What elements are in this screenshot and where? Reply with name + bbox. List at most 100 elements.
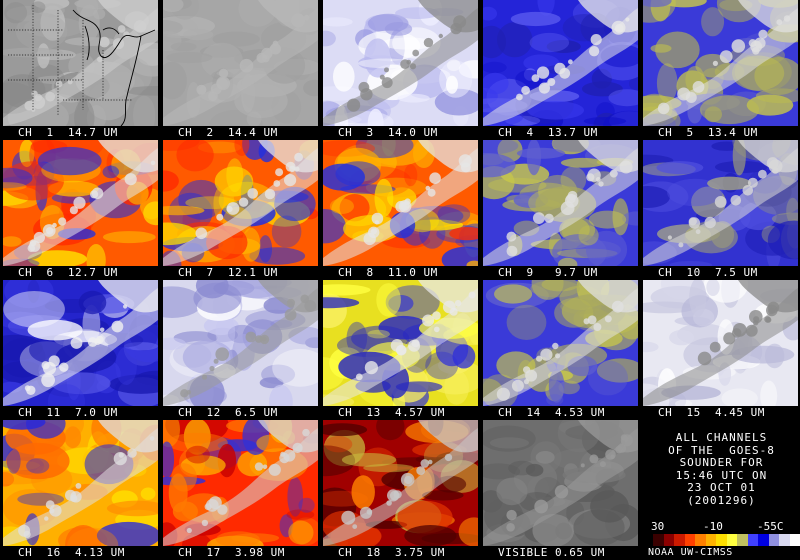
channel-image-svg [163, 0, 318, 126]
channel-caption: CH 7 12.1 UM [178, 266, 278, 279]
channel-caption: CH 5 13.4 UM [658, 126, 758, 139]
channel-image [163, 0, 318, 126]
channel-image-svg [323, 0, 478, 126]
channel-panel: CH 15 4.45 UM [640, 280, 800, 420]
channel-image-svg [163, 420, 318, 546]
info-line: 15:46 UTC ON [675, 468, 768, 482]
color-scale-swatch [695, 534, 706, 546]
color-scale-swatch [643, 534, 654, 546]
channel-panel: CH 6 12.7 UM [0, 140, 160, 280]
channel-panel: CH 5 13.4 UM [640, 0, 800, 140]
channel-image-svg [483, 280, 638, 406]
scale-label-cold: -55C [757, 520, 784, 533]
channel-caption: CH 17 3.98 UM [178, 546, 285, 559]
channel-caption: CH 14 4.53 UM [498, 406, 605, 419]
channel-panel: CH 12 6.5 UM [160, 280, 320, 420]
channel-caption: CH 1 14.7 UM [18, 126, 118, 139]
channel-image [483, 0, 638, 126]
info-line: OF THE GOES-8 [668, 443, 775, 457]
channel-panel: CH 9 9.7 UM [480, 140, 640, 280]
channel-caption: CH 10 7.5 UM [658, 266, 758, 279]
channel-caption: CH 15 4.45 UM [658, 406, 765, 419]
channel-image [3, 0, 158, 126]
channel-image [483, 420, 638, 546]
channel-panel: CH 8 11.0 UM [320, 140, 480, 280]
color-scale-swatch [768, 534, 780, 546]
channel-image-svg [323, 420, 478, 546]
channel-image [323, 0, 478, 126]
info-text: ALL CHANNELS OF THE GOES-8 SOUNDER FOR 1… [643, 431, 800, 508]
channel-caption: CH 12 6.5 UM [178, 406, 278, 419]
color-scale-swatch [684, 534, 696, 546]
color-scale-swatch [737, 534, 748, 546]
channel-panel: CH 4 13.7 UM [480, 0, 640, 140]
color-scale-swatch [716, 534, 727, 546]
channel-image [643, 0, 798, 126]
channel-image-svg [643, 140, 798, 266]
channel-panel: CH 17 3.98 UM [160, 420, 320, 560]
credit-text: NOAA UW-CIMSS [648, 547, 733, 558]
channel-image [3, 280, 158, 406]
channel-panel: CH 13 4.57 UM [320, 280, 480, 420]
coastline-outline [72, 9, 156, 126]
channel-panel: CH 18 3.75 UM [320, 420, 480, 560]
channel-panel: CH 1 14.7 UM [0, 0, 160, 140]
channel-caption: CH 9 9.7 UM [498, 266, 598, 279]
color-scale-swatch [705, 534, 717, 546]
info-line: SOUNDER FOR [679, 456, 764, 470]
channel-caption: CH 8 11.0 UM [338, 266, 438, 279]
channel-caption: CH 13 4.57 UM [338, 406, 445, 419]
channel-image-svg [163, 280, 318, 406]
channel-image [323, 140, 478, 266]
channel-image [3, 420, 158, 546]
channel-panel: CH 7 12.1 UM [160, 140, 320, 280]
channel-panel: CH 16 4.13 UM [0, 420, 160, 560]
channel-caption: CH 4 13.7 UM [498, 126, 598, 139]
channel-image [483, 140, 638, 266]
channel-panel: CH 10 7.5 UM [640, 140, 800, 280]
channel-image-svg [323, 280, 478, 406]
channel-image [163, 420, 318, 546]
info-line: 23 OCT 01 [687, 481, 756, 495]
channel-image [163, 280, 318, 406]
channel-image [483, 280, 638, 406]
channel-image-svg [3, 420, 158, 546]
channel-image-svg [643, 0, 798, 126]
channel-caption: CH 6 12.7 UM [18, 266, 118, 279]
channel-caption: CH 18 3.75 UM [338, 546, 445, 559]
state-borders [8, 5, 133, 115]
channel-image-svg [163, 140, 318, 266]
channel-image-svg [3, 140, 158, 266]
channel-caption: CH 2 14.4 UM [178, 126, 278, 139]
color-scale-swatch [789, 534, 800, 546]
channel-panel: CH 3 14.0 UM [320, 0, 480, 140]
color-scale-labels: 30 -10 -55C [651, 520, 800, 534]
color-scale-swatch [747, 534, 759, 546]
color-scale-swatch [726, 534, 738, 546]
channel-panel: CH 14 4.53 UM [480, 280, 640, 420]
channel-panel: VISIBLE 0.65 UM [480, 420, 640, 560]
info-panel: ALL CHANNELS OF THE GOES-8 SOUNDER FOR 1… [643, 420, 800, 560]
scale-label-mid: -10 [703, 520, 723, 533]
channel-image-svg [483, 140, 638, 266]
channel-image-svg [643, 280, 798, 406]
color-scale-swatch [758, 534, 769, 546]
color-scale-swatch [663, 534, 675, 546]
channel-image [643, 140, 798, 266]
scale-label-warm: 30 [651, 520, 665, 533]
channel-image [323, 420, 478, 546]
channel-caption: CH 3 14.0 UM [338, 126, 438, 139]
channel-image-svg [3, 280, 158, 406]
color-scale-bar [643, 534, 800, 546]
channel-panel: CH 2 14.4 UM [160, 0, 320, 140]
channel-image [163, 140, 318, 266]
channel-image-svg [323, 140, 478, 266]
channel-image-svg [3, 0, 158, 126]
channel-image [323, 280, 478, 406]
color-scale-swatch [779, 534, 790, 546]
channel-image [3, 140, 158, 266]
channel-image-svg [483, 420, 638, 546]
channel-panel: CH 11 7.0 UM [0, 280, 160, 420]
channel-image [643, 280, 798, 406]
